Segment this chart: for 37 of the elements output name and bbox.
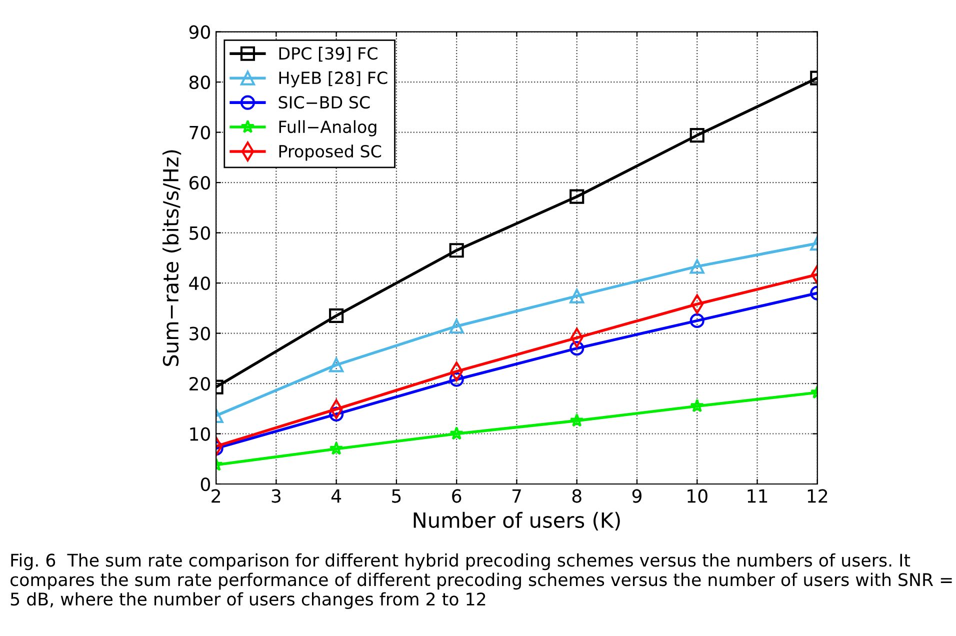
point: [450, 426, 464, 440]
legend-label: HyEB [28] FC: [279, 71, 388, 88]
x-tick-label: 2: [212, 489, 220, 503]
x-tick-label: 11: [748, 489, 768, 503]
legend-label: SIC−BD SC: [278, 96, 370, 109]
point: [570, 341, 584, 356]
y-tick-label: 50: [190, 226, 210, 240]
point: [570, 189, 584, 204]
y-tick-label: 10: [190, 427, 210, 441]
y-tick-label: 60: [189, 176, 210, 190]
y-tick-label: 20: [190, 376, 210, 391]
point: [449, 243, 464, 258]
caption: Fig. 6 The sum rate comparison for different hybrid precoding schemes versus the numbers of users. It compares the sum rate performance of different precoding schemes versus the number of users with SNR = 5 dB, where the number of users changes from 2 to 12: [10, 553, 952, 610]
x-tick-label: 6: [452, 489, 462, 503]
y-tick-label: 70: [190, 126, 210, 140]
point: [449, 372, 464, 387]
x-tick-label: 4: [331, 489, 342, 503]
y-tick-label: 30: [190, 326, 210, 340]
x-tick-label: 9: [632, 489, 642, 503]
point: [570, 288, 584, 304]
x-axis-title: Number of users (K): [414, 512, 620, 530]
legend-label: Proposed SC: [279, 144, 382, 161]
x-tick-label: 5: [392, 489, 401, 503]
y-tick-label: 80: [189, 76, 210, 90]
x-tick-label: 12: [808, 489, 828, 503]
x-tick-label: 3: [272, 489, 280, 503]
legend-label: Full−Analog: [279, 120, 376, 136]
x-tick-label: 10: [688, 489, 708, 503]
legend-label: DPC [39] FC: [279, 46, 378, 62]
point: [449, 318, 464, 334]
y-tick-label: 40: [189, 276, 210, 290]
y-tick-label: 90: [189, 25, 210, 39]
x-tick-label: 7: [512, 489, 521, 503]
x-tick-label: 8: [572, 489, 582, 503]
y-tick-label: 0: [200, 477, 210, 492]
point: [570, 413, 584, 427]
y-axis-title: Sum−rate (bits/s/Hz): [162, 150, 182, 366]
